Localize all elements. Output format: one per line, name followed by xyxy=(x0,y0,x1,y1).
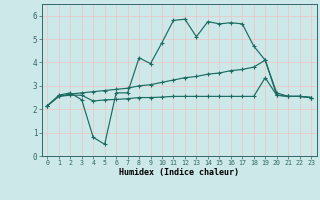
X-axis label: Humidex (Indice chaleur): Humidex (Indice chaleur) xyxy=(119,168,239,177)
